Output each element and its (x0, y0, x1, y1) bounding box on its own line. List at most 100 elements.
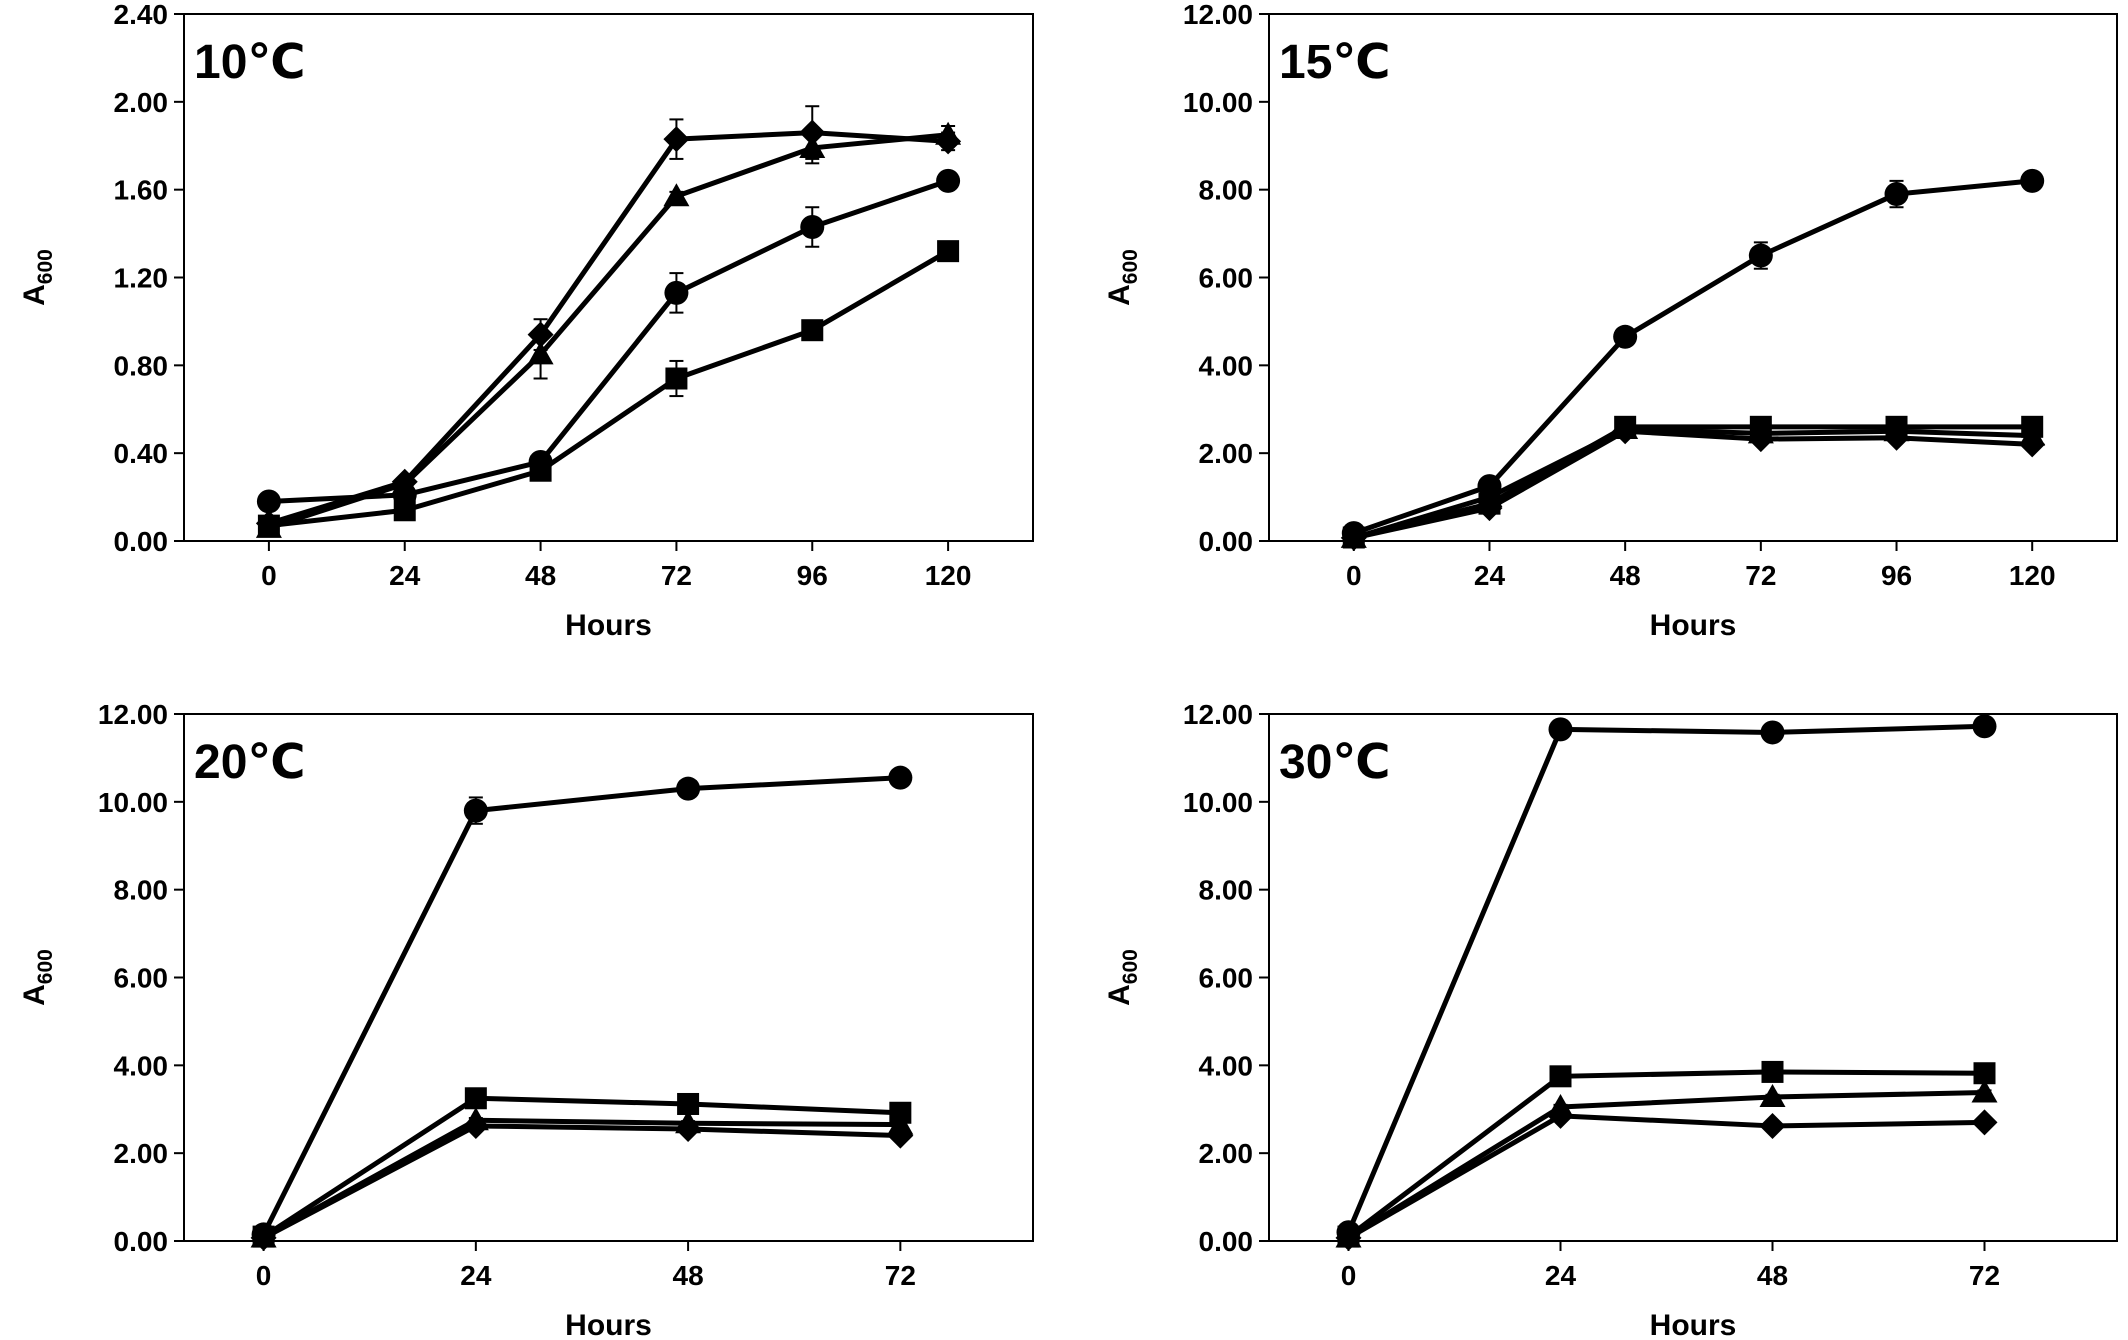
y-axis-title-main: A (18, 284, 51, 306)
marker-triangle-s2-p2 (527, 341, 554, 365)
chart-panel-15c: 0.00 2.00 4.00 6.00 8.00 10.00 12.00 0 24 48 72 96 1… (1103, 0, 2118, 642)
x-tick-label: 120 (2009, 560, 2056, 591)
marker-circle-s0-p3 (1972, 714, 1997, 739)
marker-diamond-s3-p0 (1335, 1224, 1362, 1251)
y-tick-label: 4.00 (114, 1050, 169, 1081)
y-tick-label: 12.00 (1183, 699, 1253, 730)
marker-circle-s0-p4 (1884, 182, 1909, 207)
chart-panel-20c: 0.00 2.00 4.00 6.00 8.00 10.00 12.00 0 24 48 72 Hou… (18, 699, 1034, 1340)
y-tick-label: 2.00 (1199, 438, 1254, 469)
x-tick-label: 48 (1610, 560, 1641, 591)
marker-circle-s0-p5 (936, 168, 961, 193)
series-line-square (262, 1095, 901, 1239)
series-line-diamond (1347, 1113, 1985, 1241)
y-tick-label: 1.20 (114, 263, 169, 294)
y-tick-label: 4.00 (1199, 1050, 1254, 1081)
marker-triangle-s2-p3 (663, 183, 690, 207)
y-axis-title-main: A (1103, 284, 1136, 306)
plot-frame (1268, 13, 2118, 542)
marker-square-s1-p1 (393, 499, 416, 522)
y-tick-label: 6.00 (114, 963, 169, 994)
marker-diamond-s3-p2 (1612, 418, 1639, 445)
y-tick-label: 2.00 (114, 1138, 169, 1169)
plot-frame (183, 713, 1034, 1242)
y-tick-label: 2.00 (114, 87, 169, 118)
marker-diamond-s3-p0 (250, 1224, 277, 1251)
marker-square-s1-p2 (529, 459, 552, 482)
marker-diamond-s3-p1 (1476, 495, 1503, 522)
series-line-circle (1346, 723, 1985, 1234)
panel-title: 15℃ (1279, 36, 1391, 89)
marker-circle-s0-p1 (1548, 717, 1573, 742)
x-tick-label: 0 (1346, 560, 1362, 591)
x-tick-label: 48 (525, 560, 556, 591)
series-line-square (268, 248, 950, 529)
series-line-triangle (262, 1117, 901, 1240)
marker-diamond-s3-p2 (527, 321, 554, 348)
x-axis-title: Hours (565, 609, 652, 642)
marker-diamond-s3-p2 (675, 1116, 702, 1143)
marker-square-s1-p3 (1973, 1062, 1996, 1085)
y-tick-label: 0.00 (1199, 1226, 1254, 1257)
marker-square-s1-p3 (665, 367, 688, 390)
series-line-triangle (1347, 1090, 1985, 1240)
marker-circle-s0-p2 (1760, 720, 1785, 745)
marker-circle-s0-p5 (2020, 168, 2045, 193)
panel-title: 30℃ (1279, 736, 1391, 789)
y-axis-title-subscript: 600 (1119, 949, 1142, 984)
marker-diamond-s3-p5 (2019, 431, 2046, 458)
marker-diamond-s3-p0 (255, 510, 282, 537)
y-tick-label: 4.00 (1199, 350, 1254, 381)
marker-diamond-s3-p4 (799, 119, 826, 146)
y-tick-label: 2.00 (1199, 1138, 1254, 1169)
y-axis-title-subscript: 600 (34, 249, 57, 284)
marker-square-s1-p4 (801, 319, 824, 342)
series-line-diamond (268, 130, 949, 526)
x-tick-label: 96 (1881, 560, 1912, 591)
marker-diamond-s3-p1 (462, 1112, 489, 1139)
plot-frame (1268, 713, 2118, 1242)
y-axis-title: A600 (18, 249, 57, 306)
y-tick-label: 8.00 (1199, 875, 1254, 906)
series-line-diamond (262, 1123, 901, 1241)
marker-circle-s0-p4 (800, 214, 825, 239)
marker-triangle-s2-p4 (799, 134, 826, 158)
y-tick-label: 0.40 (114, 438, 169, 469)
chart-panel-10c: 0.00 0.40 0.80 1.20 1.60 2.00 2.40 0 24 48 72 96 120… (18, 0, 1034, 642)
x-tick-label: 72 (885, 1260, 916, 1291)
marker-diamond-s3-p4 (1883, 424, 1910, 451)
series-line-triangle (268, 132, 949, 531)
marker-circle-s0-p2 (1613, 324, 1638, 349)
y-tick-label: 6.00 (1199, 963, 1254, 994)
x-tick-label: 0 (261, 560, 277, 591)
series-line-square (1353, 424, 2033, 540)
marker-diamond-s3-p3 (663, 126, 690, 153)
x-tick-label: 72 (661, 560, 692, 591)
series-line-circle (268, 178, 949, 504)
y-tick-label: 0.80 (114, 350, 169, 381)
marker-diamond-s3-p1 (391, 468, 418, 495)
y-tick-label: 2.40 (114, 0, 169, 30)
marker-triangle-s2-p2 (1759, 1083, 1786, 1107)
x-tick-label: 24 (1545, 1260, 1577, 1291)
x-tick-label: 96 (797, 560, 828, 591)
x-tick-label: 24 (460, 1260, 492, 1291)
x-axis-title: Hours (565, 1309, 652, 1340)
marker-square-s1-p5 (937, 240, 960, 263)
marker-circle-s0-p2 (676, 776, 701, 801)
series-line-diamond (1353, 428, 2033, 541)
y-tick-label: 0.00 (1199, 526, 1254, 557)
y-tick-label: 12.00 (98, 699, 168, 730)
y-tick-label: 0.00 (114, 526, 169, 557)
x-tick-label: 0 (256, 1260, 272, 1291)
marker-triangle-s2-p3 (1971, 1079, 1998, 1103)
marker-square-s1-p1 (1549, 1065, 1572, 1088)
marker-circle-s0-p3 (1748, 243, 1773, 268)
x-tick-label: 24 (1474, 560, 1506, 591)
marker-circle-s0-p0 (256, 489, 281, 514)
y-axis-title: A600 (1103, 249, 1142, 306)
marker-diamond-s3-p3 (1747, 426, 1774, 453)
marker-square-s1-p1 (464, 1087, 487, 1110)
y-tick-label: 1.60 (114, 175, 169, 206)
